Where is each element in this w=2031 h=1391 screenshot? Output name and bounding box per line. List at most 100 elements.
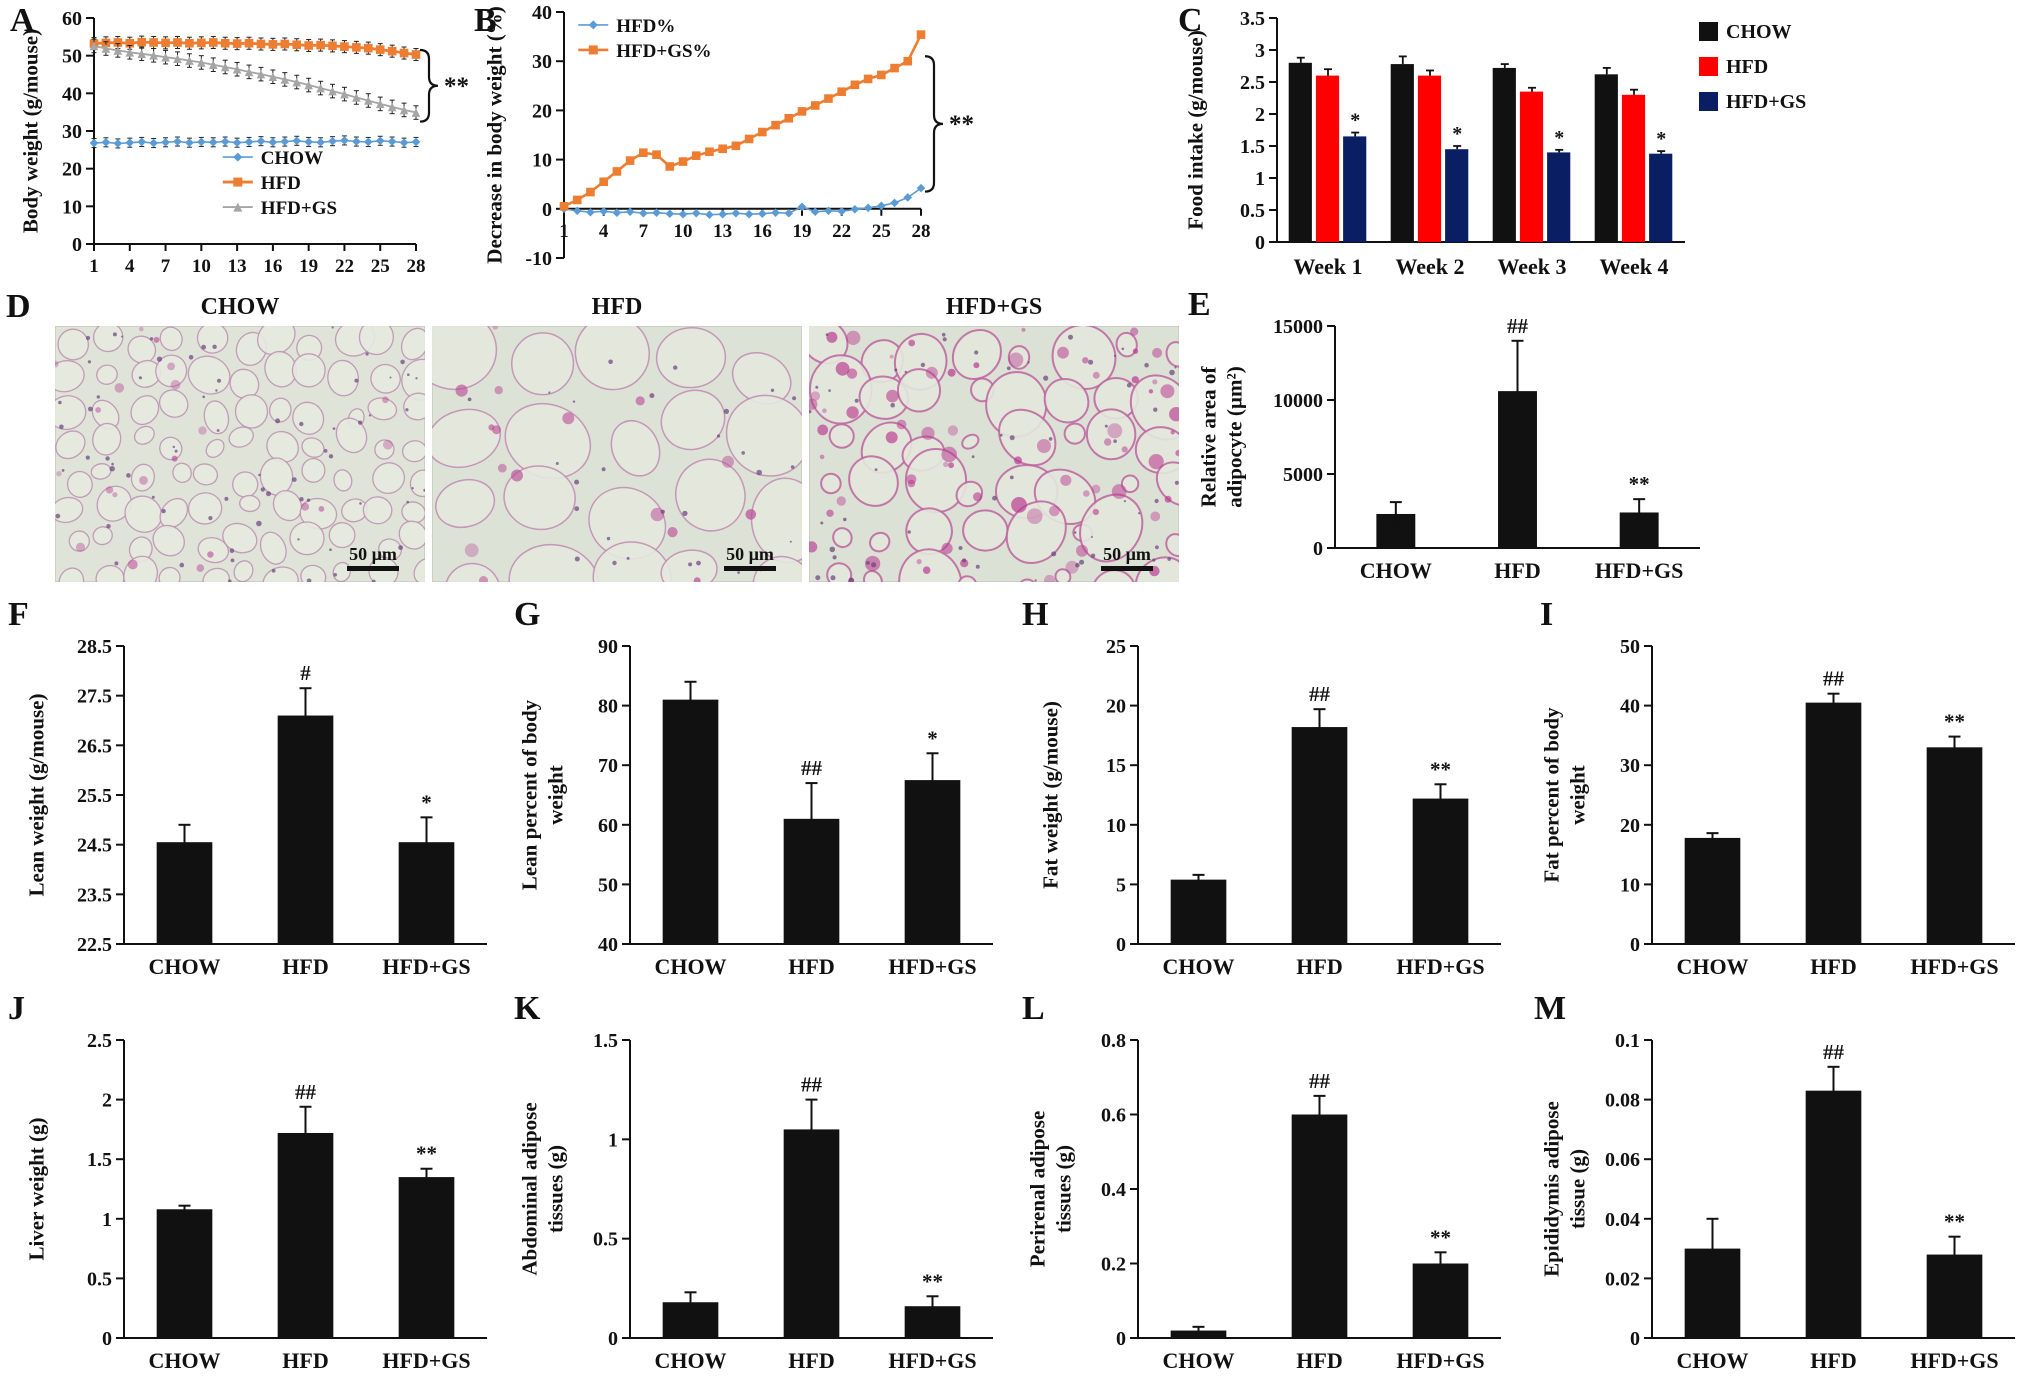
y-tick-label: 40 bbox=[62, 83, 82, 105]
adipocyte-cells bbox=[55, 326, 425, 582]
x-category-label: CHOW bbox=[654, 1348, 726, 1373]
epididymis-adipose-bar-chart: 0 0.02 0.04 0.06 0.08 0.1 CHOW ## HFD ** HFD+GS Epi… bbox=[1539, 1030, 2015, 1373]
y-tick-label: 60 bbox=[62, 8, 82, 30]
y-tick-label: 90 bbox=[598, 636, 618, 658]
error-bar bbox=[1313, 708, 1326, 746]
sig-annotation: ** bbox=[1944, 710, 1965, 734]
y-axis-title: Fat percent of body weight bbox=[1539, 707, 1589, 883]
svg-text:Fat percent of body: Fat percent of body bbox=[1539, 707, 1563, 883]
y-axis-title: Perirenal adipose tissues (g) bbox=[1025, 1111, 1075, 1268]
bar bbox=[1343, 136, 1367, 242]
y-tick-label: 0 bbox=[542, 199, 552, 221]
error-bar bbox=[805, 782, 818, 856]
y-tick-label: -10 bbox=[525, 248, 552, 270]
x-category-label: HFD+GS bbox=[1910, 954, 1998, 979]
sig-annotation: ** bbox=[1944, 1210, 1965, 1234]
bar-HFD bbox=[1805, 702, 1862, 944]
x-tick-label: 22 bbox=[832, 221, 851, 242]
sig-annotation: ## bbox=[1507, 314, 1529, 338]
error-bar bbox=[1948, 735, 1961, 760]
x-category-label: HFD bbox=[1296, 954, 1342, 979]
bar-HFD bbox=[1291, 727, 1348, 944]
x-category-label: CHOW bbox=[1360, 558, 1432, 583]
y-tick-label: 2.5 bbox=[1240, 72, 1265, 94]
y-tick-label: 0 bbox=[1116, 934, 1126, 956]
panel-letter-a: A bbox=[10, 2, 35, 39]
adipose-micrograph-hfd: 50 µm bbox=[432, 326, 802, 582]
y-tick-label: 70 bbox=[598, 755, 618, 777]
y-tick-label: 5 bbox=[1116, 874, 1126, 896]
error-bar bbox=[420, 816, 433, 869]
x-tick-label: 25 bbox=[371, 256, 390, 277]
y-tick-label: 30 bbox=[62, 121, 82, 143]
nuclei bbox=[809, 332, 1179, 582]
svg-text:Decrease in body weight (%): Decrease in body weight (%) bbox=[482, 6, 506, 263]
y-tick-label: 0 bbox=[1116, 1328, 1126, 1350]
nuclei bbox=[55, 326, 425, 582]
svg-text:tissues (g): tissues (g) bbox=[543, 1145, 567, 1233]
error-bar bbox=[926, 752, 939, 808]
panel-letter-d: D bbox=[6, 288, 31, 325]
svg-text:Food intake (g/mouse): Food intake (g/mouse) bbox=[1183, 30, 1207, 230]
error-bar bbox=[1511, 339, 1524, 443]
y-tick-label: 27.5 bbox=[77, 686, 112, 708]
error-bar bbox=[1555, 148, 1564, 153]
y-tick-label: 1.5 bbox=[1240, 136, 1265, 158]
y-tick-label: 20 bbox=[532, 100, 552, 122]
sig-annotation: * bbox=[1350, 110, 1360, 132]
error-bar bbox=[1296, 56, 1305, 63]
error-bar bbox=[1192, 1325, 1205, 1336]
sig-annotation: ## bbox=[295, 1080, 317, 1104]
sig-annotation: ## bbox=[801, 1073, 823, 1097]
x-category-label: Week 2 bbox=[1395, 254, 1464, 279]
svg-text:weight: weight bbox=[543, 765, 567, 825]
bar bbox=[1315, 75, 1340, 242]
error-bar bbox=[299, 687, 312, 744]
bar bbox=[1519, 91, 1544, 242]
y-tick-label: 15 bbox=[1106, 755, 1126, 777]
x-tick-label: 13 bbox=[713, 221, 732, 242]
legend-label: CHOW bbox=[261, 148, 323, 169]
y-tick-label: 0 bbox=[102, 1328, 112, 1350]
micrograph-label-hfdgs: HFD+GS bbox=[945, 294, 1043, 320]
sig-annotation: ** bbox=[416, 1142, 437, 1166]
svg-text:Lean percent of body: Lean percent of body bbox=[517, 699, 541, 890]
y-tick-label: 20 bbox=[62, 159, 82, 181]
x-category-label: HFD bbox=[282, 1348, 328, 1373]
axes bbox=[86, 17, 417, 251]
x-category-label: Week 3 bbox=[1497, 254, 1566, 279]
y-tick-label: 0 bbox=[1255, 232, 1265, 254]
y-tick-label: 2 bbox=[1255, 104, 1265, 126]
panel-letter-i: I bbox=[1540, 596, 1554, 633]
sig-annotation: ** bbox=[1629, 472, 1650, 496]
legend-swatch bbox=[1699, 92, 1718, 111]
x-category-label: CHOW bbox=[148, 1348, 220, 1373]
x-category-label: HFD+GS bbox=[382, 1348, 470, 1373]
bar-HFD bbox=[277, 715, 334, 944]
scale-bar bbox=[347, 566, 399, 571]
error-bar bbox=[1948, 1235, 1961, 1274]
svg-text:Epididymis adipose: Epididymis adipose bbox=[1539, 1101, 1563, 1277]
y-tick-label: 40 bbox=[1620, 696, 1640, 718]
y-tick-label: 0 bbox=[1313, 538, 1323, 560]
scale-bar bbox=[724, 566, 776, 571]
x-category-label: HFD bbox=[788, 1348, 834, 1373]
bar bbox=[1417, 75, 1442, 242]
y-tick-label: 20 bbox=[1620, 815, 1640, 837]
y-tick-label: 1.5 bbox=[87, 1149, 112, 1171]
adipose-micrograph-hfdgs: 50 µm bbox=[809, 326, 1179, 582]
error-bar bbox=[420, 1167, 433, 1187]
y-tick-label: 30 bbox=[532, 51, 552, 73]
x-category-label: CHOW bbox=[148, 954, 220, 979]
scale-bar bbox=[1101, 566, 1153, 571]
y-axis-title: Body weight (g/mouse) bbox=[18, 29, 42, 233]
error-bar bbox=[1633, 498, 1646, 527]
x-tick-label: 13 bbox=[228, 256, 247, 277]
error-bar bbox=[684, 1291, 697, 1314]
y-tick-label: 0.8 bbox=[1101, 1030, 1126, 1052]
y-tick-label: 0.06 bbox=[1605, 1149, 1640, 1171]
bar bbox=[1621, 94, 1646, 242]
panel-letter-e: E bbox=[1188, 286, 1211, 323]
y-axis-title: Lean weight (g/mouse) bbox=[24, 694, 48, 897]
y-tick-label: 20 bbox=[1106, 696, 1126, 718]
